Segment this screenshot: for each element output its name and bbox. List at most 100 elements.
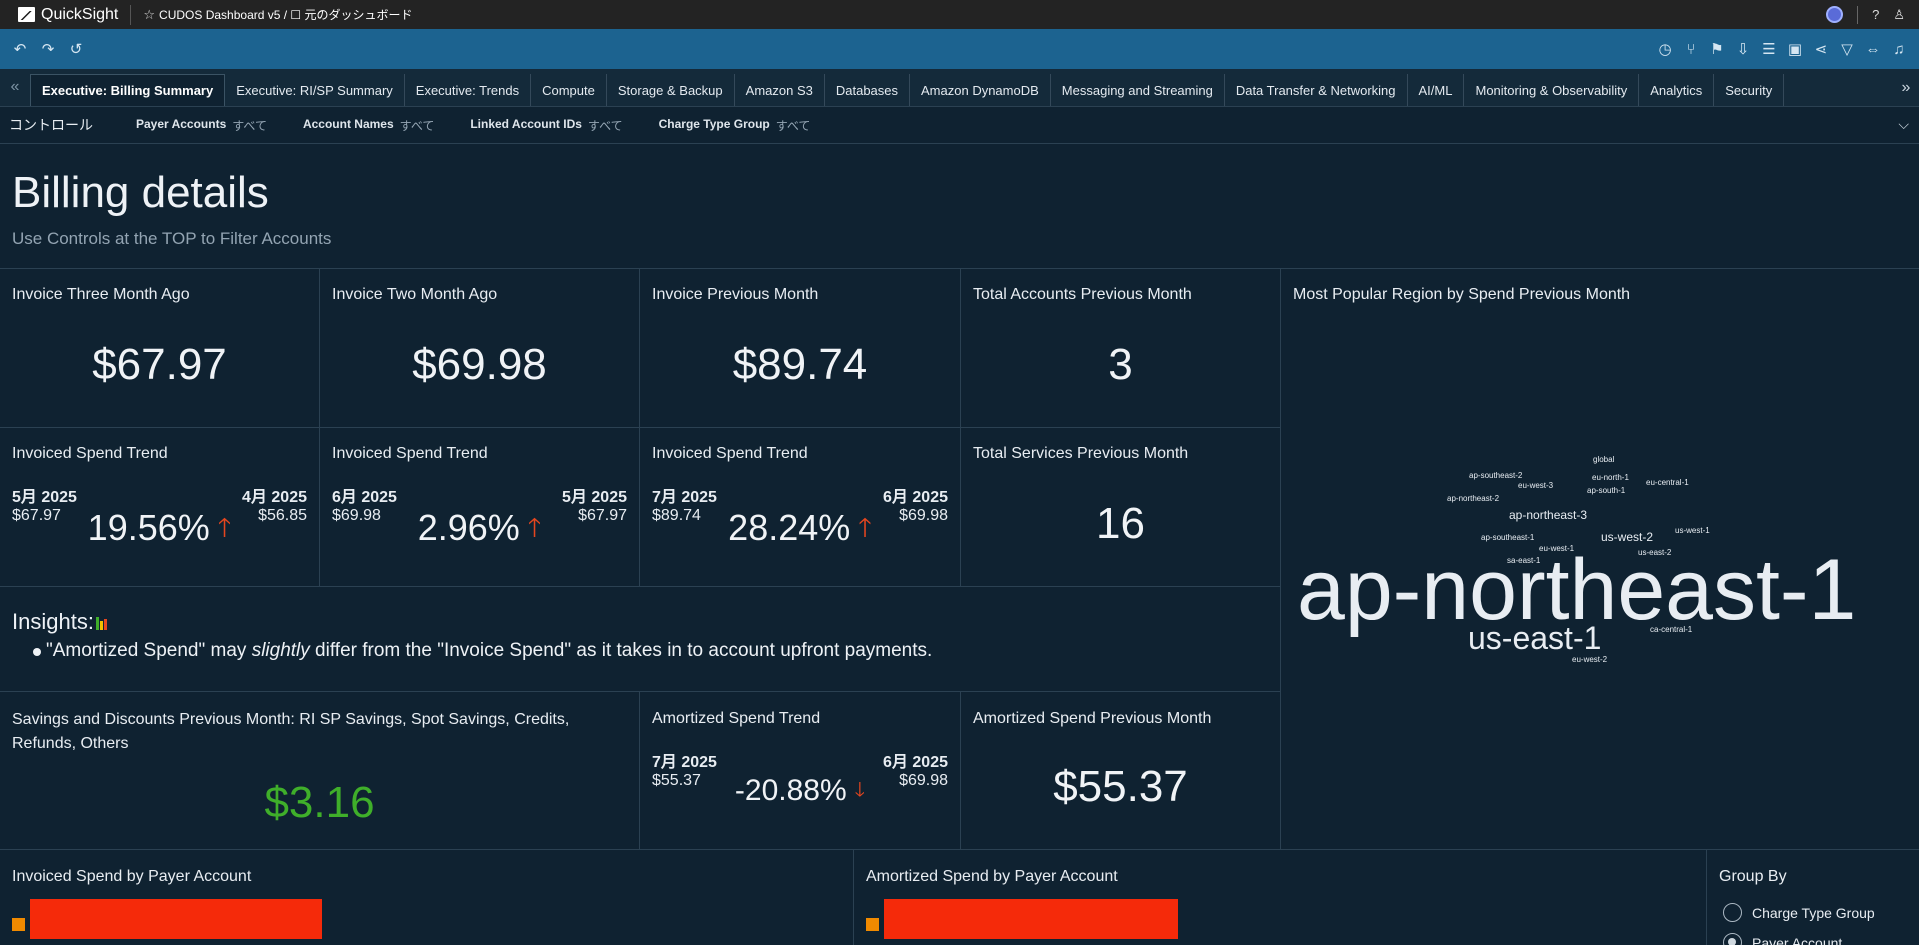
schedule-icon[interactable]: ◷	[1658, 41, 1672, 58]
tab-monitoring-observability[interactable]: Monitoring & Observability	[1464, 74, 1640, 106]
region-word[interactable]: eu-west-1	[1539, 544, 1575, 553]
trend-percent: 19.56% 🡑	[87, 507, 232, 548]
chevron-down-icon[interactable]: ⌵	[1898, 116, 1909, 132]
kpi-invoice-three-month-ago[interactable]: Invoice Three Month Ago $67.97	[0, 268, 319, 427]
kpi-title: Total Accounts Previous Month	[973, 286, 1192, 303]
dashboard-title: CUDOS Dashboard v5 / ☐ 元のダッシュボード	[159, 8, 413, 22]
bookmark-icon[interactable]: ⚑	[1710, 41, 1724, 58]
divider	[319, 268, 320, 586]
word-cloud-title: Most Popular Region by Spend Previous Mo…	[1293, 286, 1631, 303]
tabs-scroll-left-icon[interactable]: «	[10, 78, 20, 95]
kpi-invoice-previous-month[interactable]: Invoice Previous Month $89.74	[640, 268, 960, 427]
kpi-title: Invoice Previous Month	[652, 286, 819, 303]
divider	[0, 586, 1280, 587]
region-word[interactable]: eu-north-1	[1592, 473, 1629, 482]
help-icon[interactable]: ?	[1872, 7, 1880, 22]
user-icon[interactable]: ♙	[1893, 6, 1905, 22]
divider	[0, 268, 1919, 269]
redacted-bar[interactable]	[884, 899, 1178, 939]
control-charge-type-group[interactable]: Charge Type Group すべて	[658, 116, 811, 133]
region-word-cloud[interactable]: Most Popular Region by Spend Previous Mo…	[1281, 268, 1919, 849]
region-word[interactable]: eu-central-1	[1646, 478, 1689, 487]
divider	[960, 268, 961, 586]
region-word[interactable]: eu-west-2	[1572, 655, 1608, 664]
region-word[interactable]: us-east-1	[1468, 620, 1602, 656]
kpi-value: 3	[1108, 340, 1133, 389]
region-word[interactable]: sa-east-1	[1507, 556, 1541, 565]
kpi-title: Invoice Two Month Ago	[332, 286, 498, 303]
redacted-bar[interactable]	[30, 899, 322, 939]
versions-icon[interactable]: ⑂	[1686, 40, 1696, 58]
bar-chart-icon	[95, 617, 107, 630]
tab-amazon-dynamodb[interactable]: Amazon DynamoDB	[910, 74, 1051, 106]
radio-button[interactable]	[1723, 903, 1742, 922]
group-by-title: Group By	[1719, 868, 1787, 885]
region-word[interactable]: ap-northeast-2	[1447, 494, 1500, 503]
filter-icon[interactable]: ▽	[1841, 41, 1853, 58]
region-word[interactable]: us-west-1	[1675, 526, 1710, 535]
radio-charge-type-group[interactable]: Charge Type Group	[1723, 903, 1875, 922]
trend-period-current: 7月 2025	[652, 754, 717, 771]
invoiced-spend-trend-1[interactable]: Invoiced Spend Trend 5月 2025 $67.97 4月 2…	[0, 427, 319, 586]
tab-ai-ml[interactable]: AI/ML	[1408, 74, 1465, 106]
invoiced-spend-trend-2[interactable]: Invoiced Spend Trend 6月 2025 $69.98 5月 2…	[320, 427, 639, 586]
chart-title: Amortized Spend by Payer Account	[866, 868, 1118, 885]
region-word[interactable]: ap-southeast-2	[1469, 471, 1523, 480]
redo-icon[interactable]: ↷	[41, 41, 55, 58]
invoiced-spend-by-payer-chart[interactable]: Invoiced Spend by Payer Account	[0, 850, 853, 945]
arrow-up-icon: 🡑	[858, 512, 872, 542]
region-word[interactable]: global	[1593, 455, 1615, 464]
quicksight-logo[interactable]: QuickSight	[0, 0, 118, 29]
notification-icon[interactable]: ♫	[1893, 40, 1905, 58]
tab-compute[interactable]: Compute	[531, 74, 607, 106]
fit-width-icon[interactable]: ⇔	[1865, 40, 1881, 58]
tab-messaging-streaming[interactable]: Messaging and Streaming	[1051, 74, 1225, 106]
trend-percent: 2.96% 🡑	[417, 507, 542, 548]
tab-data-transfer-networking[interactable]: Data Transfer & Networking	[1225, 74, 1408, 106]
kpi-total-services[interactable]: Total Services Previous Month 16	[961, 427, 1280, 586]
download-icon[interactable]: ⇩	[1736, 41, 1750, 58]
divider	[1280, 268, 1281, 849]
reset-icon[interactable]: ↺	[69, 41, 83, 58]
share-icon[interactable]: ⋖	[1814, 41, 1828, 58]
amortized-spend-trend[interactable]: Amortized Spend Trend 7月 2025 $55.37 6月 …	[640, 692, 960, 849]
kpi-amortized-spend[interactable]: Amortized Spend Previous Month $55.37	[961, 692, 1280, 849]
tab-amazon-s3[interactable]: Amazon S3	[735, 74, 825, 106]
dataset-icon[interactable]: ☰	[1762, 41, 1776, 58]
invoiced-spend-trend-3[interactable]: Invoiced Spend Trend 7月 2025 $89.74 6月 2…	[640, 427, 960, 586]
region-word[interactable]: us-east-2	[1638, 548, 1672, 557]
tab-security[interactable]: Security	[1714, 74, 1785, 106]
account-badge-icon[interactable]	[1826, 6, 1844, 23]
control-linked-account-ids[interactable]: Linked Account IDs すべて	[470, 116, 623, 133]
region-word[interactable]: ap-northeast-1	[1297, 542, 1857, 638]
trend-title: Amortized Spend Trend	[652, 710, 821, 727]
radio-button[interactable]	[1723, 933, 1742, 945]
region-word[interactable]: ca-central-1	[1650, 625, 1693, 634]
kpi-savings-discounts[interactable]: Savings and Discounts Previous Month: RI…	[0, 692, 639, 849]
insight-text: "Amortized Spend" may slightly differ fr…	[32, 640, 933, 661]
region-word[interactable]: ap-northeast-3	[1509, 508, 1588, 522]
trend-percent: 28.24% 🡑	[728, 507, 872, 548]
control-payer-accounts[interactable]: Payer Accounts すべて	[136, 116, 267, 133]
dashboard-toolbar: ↶ ↷ ↺ ◷ ⑂ ⚑ ⇩ ☰ ▣ ⋖ ▽ ⇔ ♫	[0, 29, 1919, 69]
tab-executive-billing-summary[interactable]: Executive: Billing Summary	[30, 74, 226, 106]
undo-icon[interactable]: ↶	[13, 41, 27, 58]
kpi-total-accounts[interactable]: Total Accounts Previous Month 3	[961, 268, 1280, 427]
radio-payer-account[interactable]: Payer Account	[1723, 933, 1842, 945]
region-word[interactable]: ap-southeast-1	[1481, 533, 1535, 542]
tab-databases[interactable]: Databases	[825, 74, 911, 106]
tabs-scroll-right-icon[interactable]: »	[1901, 79, 1911, 96]
save-icon[interactable]: ▣	[1787, 41, 1803, 58]
control-account-names[interactable]: Account Names すべて	[302, 116, 435, 133]
region-word[interactable]: eu-west-3	[1518, 481, 1554, 490]
trend-period-current: 6月 2025	[332, 489, 397, 506]
tab-executive-ri-sp-summary[interactable]: Executive: RI/SP Summary	[225, 74, 405, 106]
region-word[interactable]: ap-south-1	[1587, 486, 1626, 495]
kpi-invoice-two-month-ago[interactable]: Invoice Two Month Ago $69.98	[320, 268, 639, 427]
tab-executive-trends[interactable]: Executive: Trends	[405, 74, 532, 106]
amortized-spend-by-payer-chart[interactable]: Amortized Spend by Payer Account	[854, 850, 1706, 945]
tab-storage-backup[interactable]: Storage & Backup	[607, 74, 735, 106]
region-word[interactable]: us-west-2	[1601, 530, 1654, 544]
star-icon[interactable]: ☆	[143, 6, 156, 22]
tab-analytics[interactable]: Analytics	[1639, 74, 1715, 106]
